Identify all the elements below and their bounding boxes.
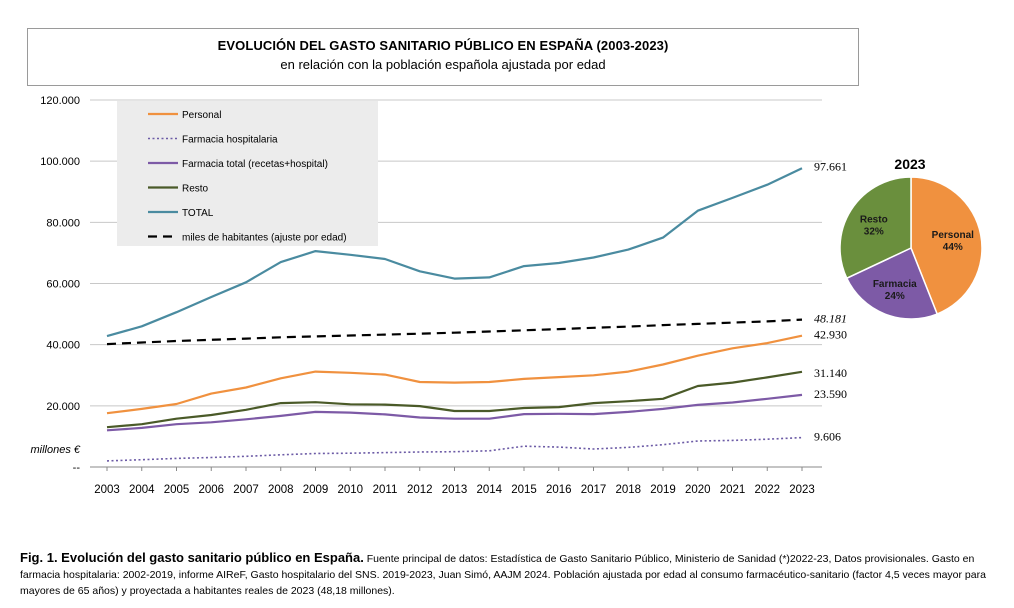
end-value-label: 48.181: [814, 312, 847, 326]
series-line-3: [106, 370, 803, 429]
x-tick-label: 2016: [546, 484, 572, 496]
x-tick-label: 2007: [233, 484, 259, 496]
chart-canvas: Personal Farmacia hospitalaria Farmacia to…: [30, 95, 983, 496]
legend-label: miles de habitantes (ajuste por edad): [182, 233, 347, 244]
x-tick-label: 2015: [511, 484, 537, 496]
pie-slice-resto: [839, 176, 912, 280]
series-lines: [106, 167, 803, 462]
caption-text: Fuente principal de datos: Estadística d…: [20, 553, 986, 597]
x-tick-label: 2022: [754, 484, 780, 496]
end-value-label: 23.590: [814, 387, 847, 401]
series-line-1: [106, 436, 803, 462]
x-tick-label: 2004: [129, 484, 155, 496]
x-tick-label: 2003: [94, 484, 120, 496]
series-line-4: [106, 167, 803, 338]
end-value-label: 31.140: [814, 366, 847, 380]
pie-slice-label: Personal: [932, 230, 974, 241]
legend-label: Farmacia total (recetas+hospital): [182, 159, 328, 170]
x-tick-label: 2021: [720, 484, 746, 496]
x-tick-label: 2006: [198, 484, 224, 496]
x-tick-label: 2023: [789, 484, 815, 496]
y-tick-label: 100.000: [40, 156, 80, 168]
series-line-5: [106, 318, 803, 346]
x-tick-label: 2020: [685, 484, 711, 496]
legend-label: Resto: [182, 184, 209, 195]
y-tick-label: 20.000: [46, 401, 80, 413]
x-tick-label: 2014: [476, 484, 502, 496]
y-axis-label: millones €: [30, 444, 80, 456]
pie-slice-label: Resto: [860, 214, 888, 225]
series-line-2: [106, 393, 803, 432]
x-tick-label: 2017: [581, 484, 607, 496]
x-tick-label: 2018: [615, 484, 641, 496]
x-tick-label: 2009: [303, 484, 329, 496]
x-tick-label: 2008: [268, 484, 294, 496]
x-tick-label: 2010: [337, 484, 363, 496]
pie-slice-pct: 32%: [864, 226, 884, 237]
legend-box: [117, 101, 378, 246]
y-tick-label: --: [73, 462, 81, 474]
chart-title: EVOLUCIÓN DEL GASTO SANITARIO PÚBLICO EN…: [217, 38, 669, 53]
end-value-label: 97.661: [814, 159, 847, 173]
pie-slice-label: Farmacia: [873, 279, 917, 290]
pie-slice-pct: 44%: [943, 242, 963, 253]
x-tick-label: 2011: [373, 484, 398, 496]
chart-title-box: EVOLUCIÓN DEL GASTO SANITARIO PÚBLICO EN…: [27, 28, 859, 86]
series-line-0: [106, 334, 803, 415]
x-tick-label: 2013: [442, 484, 468, 496]
end-value-label: 42.930: [814, 328, 847, 342]
legend-label: TOTAL: [182, 208, 214, 219]
end-value-label: 9.606: [814, 430, 841, 444]
chart-subtitle: en relación con la población española aj…: [280, 57, 606, 72]
legend: Personal Farmacia hospitalaria Farmacia to…: [148, 110, 347, 244]
y-tick-label: 40.000: [46, 340, 80, 352]
pie-slice-farmacia: [845, 246, 939, 320]
caption-lead: Fig. 1. Evolución del gasto sanitario pú…: [20, 550, 364, 565]
x-tick-label: 2012: [407, 484, 433, 496]
legend-label: Personal: [182, 110, 221, 121]
figure-caption: Fig. 1. Evolución del gasto sanitario pú…: [20, 550, 1000, 599]
axes: -- 20.000 40.000 60.000 80.000 100.000 120.000…: [30, 95, 814, 496]
y-tick-label: 60.000: [46, 279, 80, 291]
pie-slice-personal: [910, 176, 983, 315]
x-tick-label: 2005: [164, 484, 190, 496]
y-tick-label: 80.000: [46, 217, 80, 229]
pie-slice-pct: 24%: [885, 291, 905, 302]
pie-title: 2023: [894, 156, 925, 172]
y-tick-label: 120.000: [40, 95, 80, 107]
legend-label: Farmacia hospitalaria: [182, 135, 278, 146]
end-labels: 42.930 9.606 23.590 31.140 97.661 48.181: [814, 159, 847, 443]
x-tick-label: 2019: [650, 484, 676, 496]
